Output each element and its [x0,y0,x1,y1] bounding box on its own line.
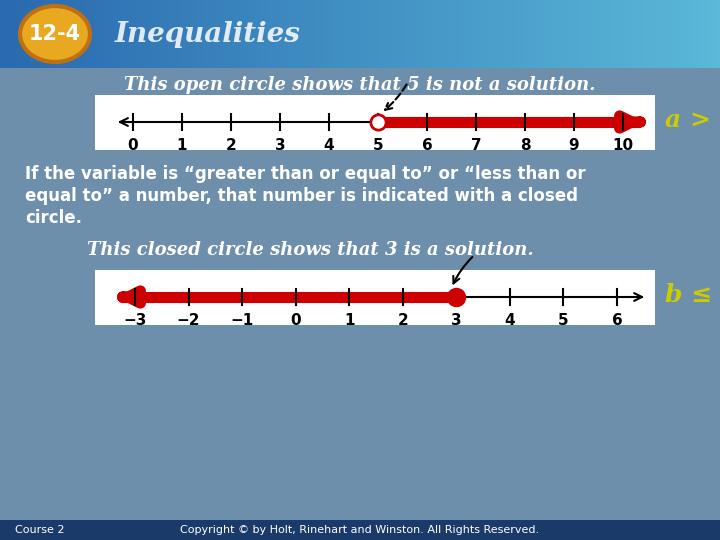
Text: 4: 4 [324,138,334,153]
Text: 1: 1 [176,138,187,153]
Bar [95,270,655,325]
Text: −2: −2 [177,313,200,328]
Text: a > 5: a > 5 [665,108,720,132]
Text: −3: −3 [123,313,147,328]
Text: 1: 1 [344,313,354,328]
Text: 0: 0 [290,313,301,328]
Text: 4: 4 [505,313,516,328]
Text: 3: 3 [451,313,462,328]
Bar [0,520,720,540]
Text: −1: −1 [230,313,253,328]
Text: 6: 6 [422,138,433,153]
Ellipse shape [20,6,90,62]
Text: 5: 5 [558,313,569,328]
Text: 9: 9 [569,138,580,153]
Text: Inequalities: Inequalities [115,21,301,48]
Text: b ≤ 3: b ≤ 3 [665,283,720,307]
Bar [95,95,655,150]
Text: Course 2: Course 2 [15,525,65,535]
Text: 3: 3 [275,138,285,153]
Text: circle.: circle. [25,209,82,227]
Text: 10: 10 [613,138,634,153]
Text: 7: 7 [471,138,481,153]
Text: This closed circle shows that 3 is a solution.: This closed circle shows that 3 is a sol… [86,241,534,259]
Text: This open circle shows that 5 is not a solution.: This open circle shows that 5 is not a s… [125,76,595,94]
Text: 2: 2 [397,313,408,328]
Text: If the variable is “greater than or equal to” or “less than or: If the variable is “greater than or equa… [25,165,585,183]
Text: 5: 5 [373,138,383,153]
Text: 12-4: 12-4 [29,24,81,44]
Text: 2: 2 [225,138,236,153]
Text: 6: 6 [611,313,622,328]
Text: equal to” a number, that number is indicated with a closed: equal to” a number, that number is indic… [25,187,578,205]
Text: 0: 0 [127,138,138,153]
Text: 8: 8 [520,138,531,153]
Text: Copyright © by Holt, Rinehart and Winston. All Rights Reserved.: Copyright © by Holt, Rinehart and Winsto… [181,525,539,535]
